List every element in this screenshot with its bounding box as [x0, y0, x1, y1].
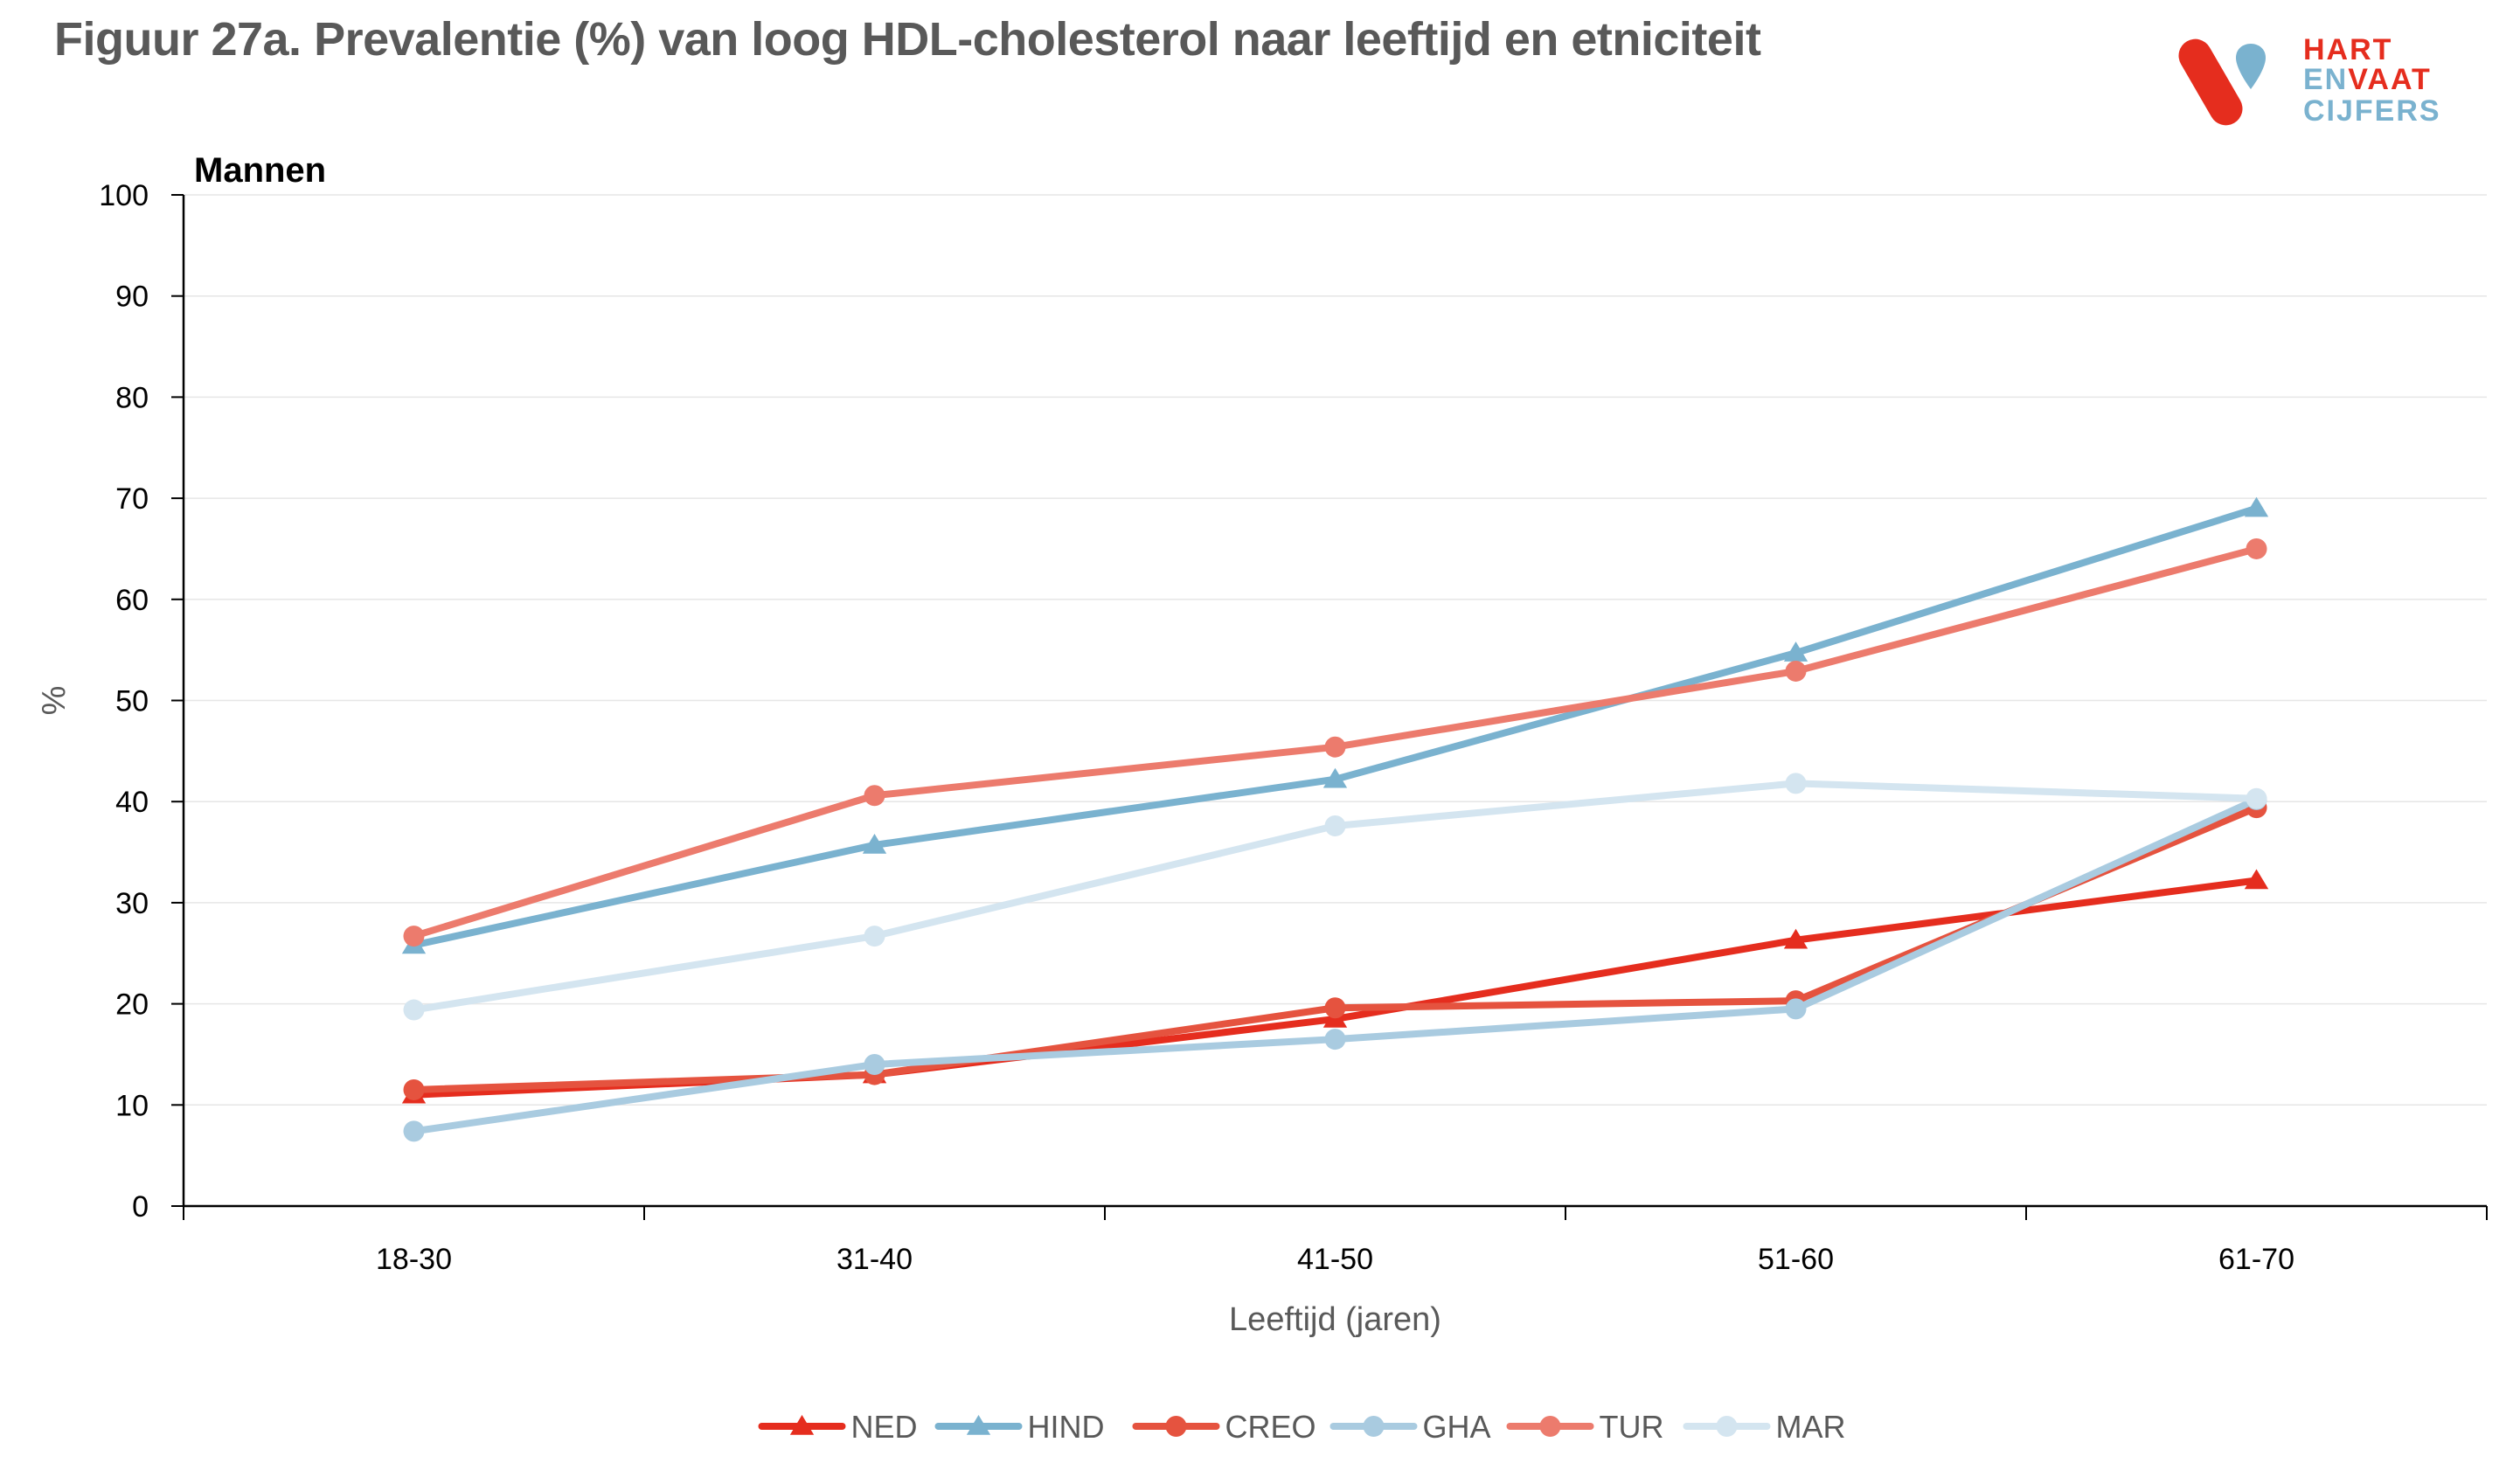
grid-lines: [184, 194, 2487, 1106]
data-point-tur: [403, 926, 425, 947]
axes: 0 10 20 30 40 50 60 70 80 90 100 18-30 31-40 41-50 51-…: [99, 179, 2488, 1276]
legend-item-hind: HIND: [934, 1409, 1105, 1445]
y-tick-label: 30: [115, 887, 149, 920]
y-tick-label: 90: [115, 281, 149, 314]
legend-swatch-marker: [1716, 1416, 1738, 1437]
data-point-hind: [1783, 641, 1808, 662]
x-tick-label: 18-30: [376, 1243, 452, 1276]
logo-text-en: EN: [2303, 63, 2349, 96]
legend-swatch-marker: [789, 1415, 815, 1435]
series-line-hind: [410, 504, 2260, 949]
legend-label: GHA: [1423, 1409, 1491, 1445]
y-tick-label: 60: [115, 584, 149, 617]
legend-item-ned: NED: [758, 1409, 918, 1445]
data-point-hind: [2244, 496, 2269, 517]
data-point-gha: [403, 1120, 425, 1142]
logo-text-vaat: VAAT: [2348, 63, 2432, 96]
legend-item-creo: CREO: [1132, 1409, 1316, 1445]
y-tick-label: 80: [115, 381, 149, 414]
panel-label: Mannen: [194, 151, 326, 190]
series-hind: [401, 496, 2269, 954]
series-ned: [401, 869, 2269, 1104]
legend-item-tur: TUR: [1506, 1409, 1664, 1445]
data-point-mar: [403, 999, 425, 1021]
data-point-tur: [864, 785, 885, 807]
legend-label: CREO: [1225, 1409, 1316, 1445]
x-axis-title: Leeftijd (jaren): [1229, 1301, 1441, 1338]
x-tick-label: 51-60: [1758, 1243, 1834, 1276]
series-creo: [403, 797, 2267, 1100]
legend-item-gha: GHA: [1329, 1409, 1491, 1445]
y-axis-title: %: [36, 686, 73, 716]
legend: NED HIND CREO GHA TUR MAR: [758, 1409, 1846, 1445]
data-point-hind: [1322, 767, 1348, 788]
data-point-ned: [2244, 869, 2269, 890]
data-point-creo: [1324, 997, 1346, 1019]
data-point-hind: [862, 833, 887, 854]
legend-swatch-marker: [966, 1415, 991, 1435]
x-tick-label: 31-40: [837, 1243, 913, 1276]
series-tur: [403, 537, 2267, 947]
data-point-gha: [864, 1054, 885, 1076]
y-tick-label: 50: [115, 685, 149, 718]
data-point-gha: [1785, 998, 1807, 1020]
y-tick-label: 70: [115, 482, 149, 516]
logo-text-cijfers: CIJFERS: [2303, 94, 2441, 128]
x-tick-label: 41-50: [1297, 1243, 1373, 1276]
legend-swatch-marker: [1363, 1416, 1385, 1437]
data-point-tur: [1324, 736, 1346, 758]
legend-item-mar: MAR: [1683, 1409, 1846, 1445]
legend-label: TUR: [1600, 1409, 1664, 1445]
data-point-ned: [1783, 928, 1808, 949]
data-point-gha: [1324, 1029, 1346, 1051]
x-tick-label: 61-70: [2218, 1243, 2294, 1276]
data-point-tur: [1785, 660, 1807, 682]
y-tick-label: 100: [99, 179, 149, 212]
y-tick-label: 40: [115, 786, 149, 819]
y-tick-label: 20: [115, 988, 149, 1022]
data-point-mar: [2246, 787, 2267, 809]
y-tick-label: 10: [115, 1089, 149, 1122]
legend-label: NED: [851, 1409, 918, 1445]
series-lines: [401, 496, 2269, 1142]
series-mar: [403, 773, 2267, 1021]
chart-title: Figuur 27a. Prevalentie (%) van loog HDL…: [54, 13, 1761, 66]
data-point-tur: [2246, 537, 2267, 559]
y-tick-label: 0: [132, 1190, 149, 1224]
series-line-ned: [410, 877, 2260, 1099]
logo-text-envaat: ENVAAT: [2303, 65, 2432, 94]
logo-graphic: [2178, 38, 2266, 126]
data-point-mar: [864, 926, 885, 947]
legend-swatch-marker: [1165, 1416, 1187, 1437]
data-point-mar: [1324, 815, 1346, 836]
legend-label: MAR: [1776, 1409, 1846, 1445]
legend-label: HIND: [1028, 1409, 1105, 1445]
data-point-mar: [1785, 773, 1807, 794]
logo-text-hart: HART: [2303, 33, 2393, 66]
data-point-creo: [403, 1078, 425, 1100]
legend-swatch-marker: [1539, 1416, 1561, 1437]
